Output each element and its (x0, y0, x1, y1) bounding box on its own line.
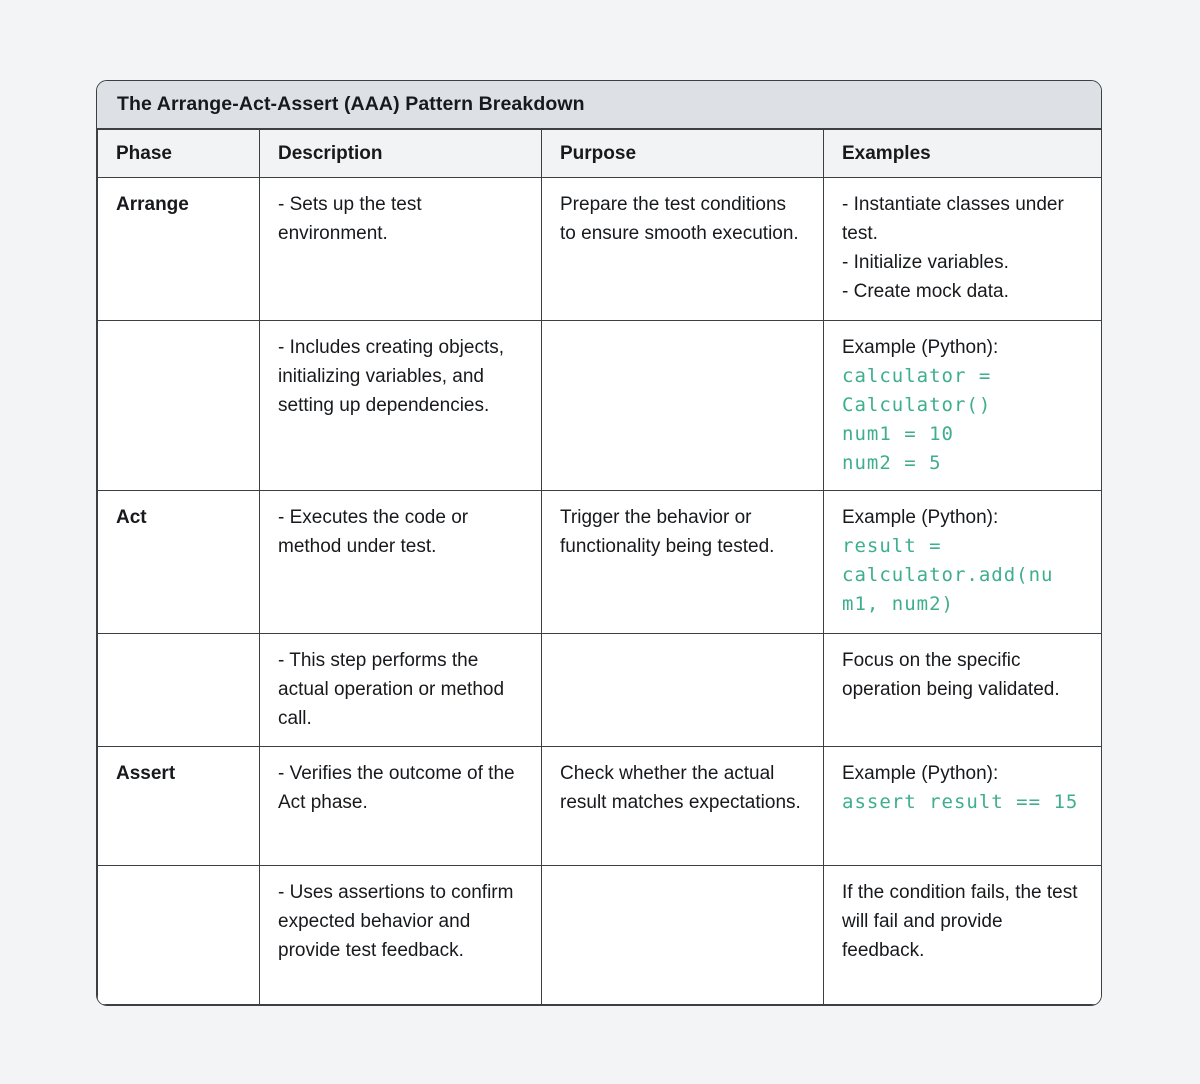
header-row: Phase Description Purpose Examples (97, 129, 1101, 178)
phase-label: Arrange (116, 194, 189, 215)
table-row: Arrange - Sets up the test environment. … (97, 177, 1101, 321)
purpose-cell (541, 320, 824, 491)
examples-cell: Example (Python): calculator = Calculato… (823, 320, 1101, 491)
table-row: Assert - Verifies the outcome of the Act… (97, 746, 1101, 866)
example-text: Example (Python): (842, 763, 999, 784)
column-header-phase: Phase (97, 129, 260, 178)
column-header-purpose: Purpose (541, 129, 824, 178)
description-text: - Executes the code or method under test… (278, 507, 474, 557)
purpose-cell: Check whether the actual result matches … (541, 746, 824, 866)
description-text: - Sets up the test environment. (278, 194, 427, 244)
phase-cell: Assert (97, 746, 260, 866)
description-cell: - Verifies the outcome of the Act phase. (259, 746, 542, 866)
examples-cell: If the condition fails, the test will fa… (823, 865, 1101, 1005)
example-text: If the condition fails, the test will fa… (842, 882, 1083, 961)
purpose-cell: Trigger the behavior or functionality be… (541, 490, 824, 634)
phase-cell (97, 633, 260, 747)
purpose-text: Check whether the actual result matches … (560, 763, 801, 813)
phase-cell: Arrange (97, 177, 260, 321)
description-cell: - Executes the code or method under test… (259, 490, 542, 634)
table-row: - Includes creating objects, initializin… (97, 320, 1101, 491)
examples-cell: Focus on the specific operation being va… (823, 633, 1101, 747)
table-row: Act - Executes the code or method under … (97, 490, 1101, 634)
table-title: The Arrange-Act-Assert (AAA) Pattern Bre… (117, 93, 585, 115)
description-cell: - Uses assertions to confirm expected be… (259, 865, 542, 1005)
table-row: - This step performs the actual operatio… (97, 633, 1101, 747)
table-title-bar: The Arrange-Act-Assert (AAA) Pattern Bre… (97, 81, 1101, 129)
description-cell: - Sets up the test environment. (259, 177, 542, 321)
example-text: Focus on the specific operation being va… (842, 650, 1060, 700)
description-text: - Includes creating objects, initializin… (278, 337, 510, 416)
description-text: - Verifies the outcome of the Act phase. (278, 763, 519, 813)
description-text: - This step performs the actual operatio… (278, 650, 510, 729)
phase-cell (97, 865, 260, 1005)
phase-label: Assert (116, 763, 176, 784)
example-text: Example (Python): (842, 507, 999, 528)
column-header-description: Description (259, 129, 542, 178)
example-code: result = calculator.add(nu m1, num2) (842, 535, 1054, 615)
purpose-text: Trigger the behavior or functionality be… (560, 507, 775, 557)
column-header-examples: Examples (823, 129, 1101, 178)
example-text: Example (Python): (842, 337, 999, 358)
example-code: calculator = Calculator() num1 = 10 num2… (842, 365, 992, 474)
table-row: - Uses assertions to confirm expected be… (97, 865, 1101, 1005)
phase-cell: Act (97, 490, 260, 634)
aaa-pattern-table-card: The Arrange-Act-Assert (AAA) Pattern Bre… (96, 80, 1102, 1006)
phase-cell (97, 320, 260, 491)
purpose-cell: Prepare the test conditions to ensure sm… (541, 177, 824, 321)
description-cell: - Includes creating objects, initializin… (259, 320, 542, 491)
purpose-text: Prepare the test conditions to ensure sm… (560, 194, 799, 244)
purpose-cell (541, 633, 824, 747)
phase-label: Act (116, 507, 147, 528)
example-code: assert result == 15 (842, 791, 1079, 813)
example-text: - Instantiate classes under test. - Init… (842, 194, 1064, 302)
examples-cell: Example (Python): result = calculator.ad… (823, 490, 1101, 634)
examples-cell: Example (Python): assert result == 15 (823, 746, 1101, 866)
aaa-table: Phase Description Purpose Examples Arran… (97, 129, 1101, 1005)
examples-cell: - Instantiate classes under test. - Init… (823, 177, 1101, 321)
purpose-cell (541, 865, 824, 1005)
description-text: - Uses assertions to confirm expected be… (278, 882, 519, 961)
description-cell: - This step performs the actual operatio… (259, 633, 542, 747)
